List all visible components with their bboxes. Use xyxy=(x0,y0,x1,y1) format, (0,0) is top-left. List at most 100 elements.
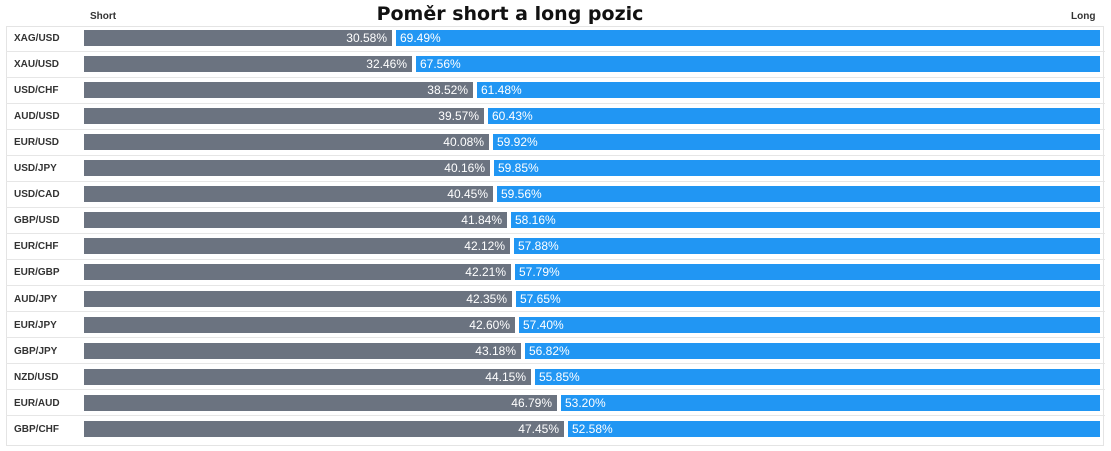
long-bar xyxy=(494,160,1100,177)
short-bar xyxy=(84,186,493,203)
row-separator xyxy=(6,129,1105,130)
long-bar xyxy=(519,316,1100,333)
long-bar xyxy=(511,212,1100,229)
short-header: Short xyxy=(90,11,117,22)
short-bar xyxy=(84,56,412,73)
long-value-label: 57.79% xyxy=(519,265,560,280)
long-bar xyxy=(515,264,1100,281)
long-bar xyxy=(568,420,1100,437)
row-separator xyxy=(6,285,1105,286)
long-value-label: 58.16% xyxy=(515,213,556,228)
short-bar xyxy=(84,212,507,229)
short-value-label: 40.08% xyxy=(443,135,484,150)
pair-label: GBP/CHF xyxy=(14,423,59,435)
row-separator xyxy=(6,259,1105,260)
short-bar xyxy=(84,290,512,307)
row-separator xyxy=(6,415,1105,416)
pair-label: USD/CAD xyxy=(14,189,60,201)
long-value-label: 57.40% xyxy=(523,317,564,332)
long-value-label: 55.85% xyxy=(539,369,580,384)
long-bar xyxy=(525,342,1100,359)
short-bar xyxy=(84,264,511,281)
short-value-label: 40.45% xyxy=(447,187,488,202)
pair-label: EUR/USD xyxy=(14,137,60,149)
short-value-label: 41.84% xyxy=(461,213,502,228)
short-bar xyxy=(84,368,531,385)
short-value-label: 42.35% xyxy=(466,291,507,306)
short-value-label: 38.52% xyxy=(427,83,468,98)
pair-label: GBP/USD xyxy=(14,215,60,227)
long-value-label: 69.49% xyxy=(400,31,441,45)
short-value-label: 47.45% xyxy=(518,421,559,436)
chart-frame xyxy=(6,26,1104,446)
long-bar xyxy=(493,134,1100,151)
row-separator xyxy=(6,155,1105,156)
long-bar xyxy=(488,108,1100,125)
pair-label: XAU/USD xyxy=(14,59,60,71)
row-separator xyxy=(6,363,1105,364)
pair-label: AUD/JPY xyxy=(14,293,58,305)
long-bar xyxy=(396,30,1100,46)
short-value-label: 30.58% xyxy=(346,31,387,45)
long-bar xyxy=(561,394,1100,411)
long-value-label: 56.82% xyxy=(529,343,570,358)
short-bar xyxy=(84,82,473,99)
short-value-label: 44.15% xyxy=(485,369,526,384)
pair-label: GBP/JPY xyxy=(14,345,58,357)
long-value-label: 59.92% xyxy=(497,135,538,150)
pair-label: USD/JPY xyxy=(14,163,57,175)
long-value-label: 60.43% xyxy=(492,109,533,124)
pair-label: EUR/CHF xyxy=(14,241,59,253)
short-bar xyxy=(84,160,490,177)
row-separator xyxy=(6,103,1105,104)
short-value-label: 46.79% xyxy=(511,395,552,410)
long-bar xyxy=(416,56,1100,73)
long-header: Long xyxy=(1071,11,1096,22)
pair-label: AUD/USD xyxy=(14,111,60,123)
pair-label: USD/CHF xyxy=(14,85,59,97)
long-value-label: 52.58% xyxy=(572,421,613,436)
short-bar xyxy=(84,342,521,359)
long-value-label: 67.56% xyxy=(420,57,461,72)
short-bar xyxy=(84,30,392,46)
pair-label: NZD/USD xyxy=(14,371,59,383)
short-value-label: 42.12% xyxy=(464,239,505,254)
short-bar xyxy=(84,134,489,151)
row-separator xyxy=(6,311,1105,312)
short-bar xyxy=(84,108,484,125)
pair-label: EUR/JPY xyxy=(14,319,57,331)
short-value-label: 32.46% xyxy=(366,57,407,72)
row-separator xyxy=(6,233,1105,234)
long-bar xyxy=(497,186,1100,203)
long-value-label: 61.48% xyxy=(481,83,522,98)
short-bar xyxy=(84,316,515,333)
short-bar xyxy=(84,420,564,437)
short-value-label: 39.57% xyxy=(438,109,479,124)
short-value-label: 42.60% xyxy=(469,317,510,332)
row-separator xyxy=(6,337,1105,338)
long-bar xyxy=(535,368,1100,385)
long-value-label: 57.88% xyxy=(518,239,559,254)
row-separator xyxy=(6,389,1105,390)
long-value-label: 53.20% xyxy=(565,395,606,410)
long-value-label: 59.56% xyxy=(501,187,542,202)
long-bar xyxy=(477,82,1100,99)
row-separator xyxy=(6,51,1105,52)
short-value-label: 40.16% xyxy=(444,161,485,176)
pair-label: EUR/GBP xyxy=(14,267,60,279)
long-value-label: 57.65% xyxy=(520,291,561,306)
long-bar xyxy=(514,238,1100,255)
pair-label: EUR/AUD xyxy=(14,397,60,409)
row-separator xyxy=(6,181,1105,182)
chart-title: Poměr short a long pozic xyxy=(376,3,644,25)
short-bar xyxy=(84,238,510,255)
short-value-label: 42.21% xyxy=(465,265,506,280)
short-value-label: 43.18% xyxy=(475,343,516,358)
long-value-label: 59.85% xyxy=(498,161,539,176)
row-separator xyxy=(6,207,1105,208)
long-bar xyxy=(516,290,1100,307)
short-bar xyxy=(84,394,557,411)
pair-label: XAG/USD xyxy=(14,33,60,44)
row-separator xyxy=(6,77,1105,78)
